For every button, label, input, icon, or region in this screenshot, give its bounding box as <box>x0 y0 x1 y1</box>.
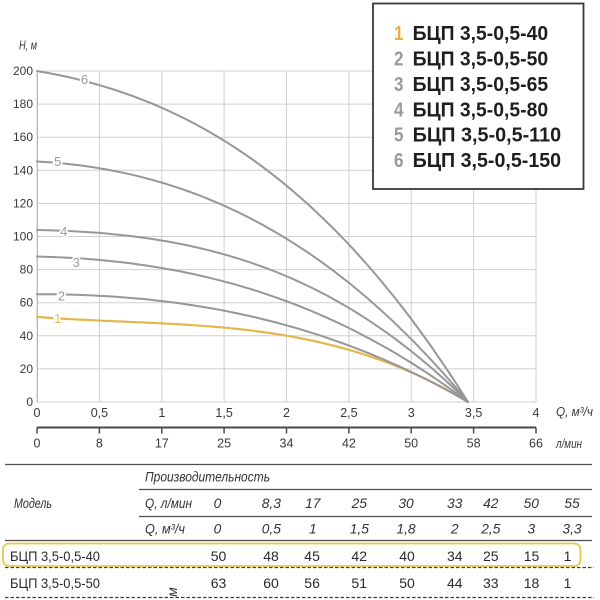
svg-text:50: 50 <box>404 437 418 451</box>
svg-text:3: 3 <box>408 406 415 420</box>
svg-text:БЦП 3,5-0,5-50: БЦП 3,5-0,5-50 <box>10 575 100 591</box>
svg-text:80: 80 <box>20 263 34 277</box>
svg-text:50: 50 <box>211 548 227 564</box>
svg-text:1: 1 <box>564 548 572 564</box>
svg-text:6: 6 <box>394 150 404 172</box>
svg-text:200: 200 <box>13 64 33 78</box>
svg-text:4: 4 <box>60 224 67 239</box>
svg-text:60: 60 <box>263 575 279 591</box>
svg-text:42: 42 <box>342 437 356 451</box>
svg-text:120: 120 <box>13 196 33 210</box>
svg-text:0: 0 <box>214 521 222 536</box>
svg-text:2,5: 2,5 <box>340 406 357 420</box>
svg-text:БЦП 3,5-0,5-150: БЦП 3,5-0,5-150 <box>413 150 561 172</box>
svg-text:1,8: 1,8 <box>396 521 416 536</box>
svg-text:58: 58 <box>467 437 481 451</box>
svg-text:50: 50 <box>399 575 415 591</box>
svg-text:0: 0 <box>214 496 222 511</box>
svg-text:0,5: 0,5 <box>91 406 108 420</box>
svg-text:БЦП 3,5-0,5-40: БЦП 3,5-0,5-40 <box>413 23 548 45</box>
svg-text:3: 3 <box>527 521 535 536</box>
svg-text:5: 5 <box>54 154 61 169</box>
svg-text:45: 45 <box>304 548 320 564</box>
svg-text:2: 2 <box>283 406 290 420</box>
svg-text:33: 33 <box>447 496 463 511</box>
svg-text:20: 20 <box>20 362 34 376</box>
svg-text:25: 25 <box>483 548 499 564</box>
svg-text:42: 42 <box>483 496 499 511</box>
svg-text:40: 40 <box>20 329 34 343</box>
svg-text:25: 25 <box>351 496 368 511</box>
svg-text:2: 2 <box>58 289 65 304</box>
svg-text:5: 5 <box>394 125 404 147</box>
svg-text:33: 33 <box>483 575 499 591</box>
svg-text:4: 4 <box>533 406 540 420</box>
svg-text:0: 0 <box>34 437 41 451</box>
svg-text:1: 1 <box>564 575 572 591</box>
svg-text:Н, м: Н, м <box>19 39 37 53</box>
svg-text:160: 160 <box>13 130 33 144</box>
svg-text:8: 8 <box>96 437 103 451</box>
svg-text:3,3: 3,3 <box>562 521 582 536</box>
svg-text:2: 2 <box>450 521 459 536</box>
svg-text:63: 63 <box>211 575 227 591</box>
svg-text:60: 60 <box>20 296 34 310</box>
svg-text:л/мин: л/мин <box>555 437 582 451</box>
svg-text:БЦП 3,5-0,5-80: БЦП 3,5-0,5-80 <box>413 99 548 121</box>
svg-text:Модель: Модель <box>14 496 52 511</box>
svg-text:3: 3 <box>394 74 404 96</box>
svg-text:48: 48 <box>263 548 279 564</box>
svg-text:17: 17 <box>155 437 169 451</box>
svg-text:БЦП 3,5-0,5-50: БЦП 3,5-0,5-50 <box>413 49 548 71</box>
svg-text:0,5: 0,5 <box>262 521 282 536</box>
svg-text:1: 1 <box>309 521 317 536</box>
svg-text:56: 56 <box>304 575 320 591</box>
svg-text:Производительность: Производительность <box>145 470 270 485</box>
svg-text:4: 4 <box>394 99 404 121</box>
svg-text:м: м <box>165 587 180 597</box>
svg-text:Q, м³/ч: Q, м³/ч <box>556 405 593 419</box>
svg-text:15: 15 <box>524 548 540 564</box>
svg-text:3,5: 3,5 <box>465 406 482 420</box>
svg-text:БЦП 3,5-0,5-65: БЦП 3,5-0,5-65 <box>413 74 548 96</box>
svg-text:51: 51 <box>351 575 367 591</box>
svg-text:40: 40 <box>399 548 415 564</box>
svg-text:44: 44 <box>447 575 463 591</box>
svg-text:34: 34 <box>280 437 294 451</box>
svg-text:6: 6 <box>81 72 88 87</box>
svg-text:2,5: 2,5 <box>480 521 501 536</box>
svg-text:34: 34 <box>447 548 463 564</box>
svg-text:0: 0 <box>34 406 41 420</box>
svg-text:БЦП 3,5-0,5-40: БЦП 3,5-0,5-40 <box>10 548 100 564</box>
svg-text:1,5: 1,5 <box>215 406 232 420</box>
svg-text:8,3: 8,3 <box>262 496 282 511</box>
svg-text:140: 140 <box>13 163 33 177</box>
svg-text:18: 18 <box>524 575 540 591</box>
svg-text:2: 2 <box>394 49 404 71</box>
svg-text:55: 55 <box>564 496 580 511</box>
svg-text:66: 66 <box>529 437 543 451</box>
svg-text:БЦП 3,5-0,5-110: БЦП 3,5-0,5-110 <box>413 125 561 147</box>
svg-text:17: 17 <box>305 496 322 511</box>
svg-text:30: 30 <box>398 496 414 511</box>
svg-text:1: 1 <box>394 23 404 45</box>
svg-text:25: 25 <box>217 437 231 451</box>
svg-text:1: 1 <box>158 406 165 420</box>
svg-text:180: 180 <box>13 97 33 111</box>
svg-text:0: 0 <box>26 395 33 409</box>
svg-text:42: 42 <box>351 548 367 564</box>
svg-text:1,5: 1,5 <box>350 521 370 536</box>
svg-text:Q, л/мин: Q, л/мин <box>145 496 192 511</box>
svg-text:50: 50 <box>524 496 540 511</box>
svg-text:3: 3 <box>73 255 80 270</box>
svg-text:1: 1 <box>54 311 61 326</box>
svg-text:100: 100 <box>13 230 33 244</box>
svg-text:Q, м³/ч: Q, м³/ч <box>145 521 185 536</box>
